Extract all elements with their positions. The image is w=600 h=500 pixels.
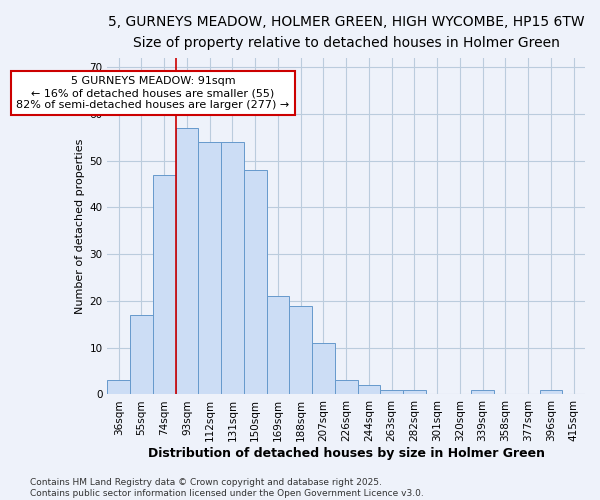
Bar xyxy=(176,128,199,394)
Bar xyxy=(107,380,130,394)
Bar xyxy=(380,390,403,394)
X-axis label: Distribution of detached houses by size in Holmer Green: Distribution of detached houses by size … xyxy=(148,447,545,460)
Bar xyxy=(244,170,266,394)
Bar xyxy=(266,296,289,394)
Bar xyxy=(289,306,312,394)
Bar xyxy=(312,343,335,394)
Title: 5, GURNEYS MEADOW, HOLMER GREEN, HIGH WYCOMBE, HP15 6TW
Size of property relativ: 5, GURNEYS MEADOW, HOLMER GREEN, HIGH WY… xyxy=(108,15,584,50)
Bar xyxy=(539,390,562,394)
Bar xyxy=(403,390,426,394)
Y-axis label: Number of detached properties: Number of detached properties xyxy=(75,138,85,314)
Bar xyxy=(153,174,176,394)
Bar xyxy=(335,380,358,394)
Bar xyxy=(221,142,244,395)
Text: Contains HM Land Registry data © Crown copyright and database right 2025.
Contai: Contains HM Land Registry data © Crown c… xyxy=(30,478,424,498)
Bar xyxy=(199,142,221,395)
Bar xyxy=(130,315,153,394)
Text: 5 GURNEYS MEADOW: 91sqm
← 16% of detached houses are smaller (55)
82% of semi-de: 5 GURNEYS MEADOW: 91sqm ← 16% of detache… xyxy=(16,76,289,110)
Bar xyxy=(358,385,380,394)
Bar xyxy=(471,390,494,394)
